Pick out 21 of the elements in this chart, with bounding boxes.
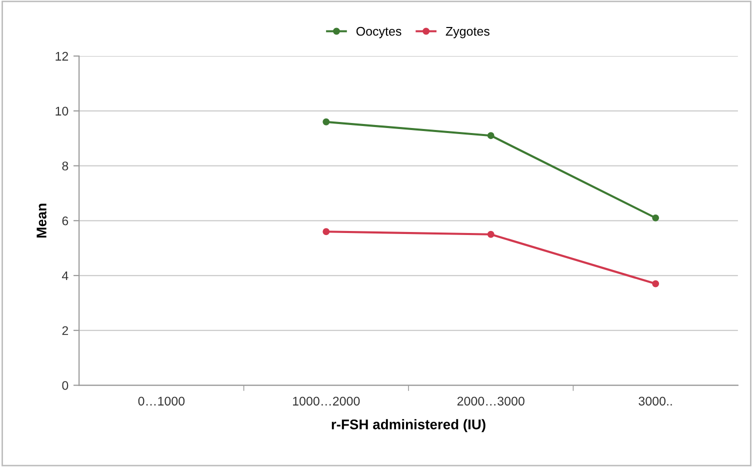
x-tick-label: 3000.. xyxy=(638,396,672,406)
point xyxy=(487,132,494,140)
y-tick-label: 4 xyxy=(62,271,68,280)
point xyxy=(652,280,660,288)
legend-label: Zygotes xyxy=(446,27,490,38)
legend-label: Oocytes xyxy=(356,26,402,38)
y-tick-label: 6 xyxy=(62,216,68,226)
x-axis-title: r-FSH administered (IU) xyxy=(332,419,486,432)
x-tick-label: 1000…2000 xyxy=(293,396,360,406)
y-axis-title: Mean xyxy=(36,204,46,238)
y-tick-label: 0 xyxy=(62,381,68,390)
y-tick-label: 2 xyxy=(62,326,68,335)
point xyxy=(487,230,494,238)
point xyxy=(322,118,330,126)
y-tick-label: 10 xyxy=(56,106,68,116)
point xyxy=(652,214,660,222)
x-tick-label: 2000…3000 xyxy=(457,396,524,406)
point xyxy=(322,228,330,236)
x-tick-label: 0…1000 xyxy=(138,396,185,406)
y-tick-label: 12 xyxy=(56,52,68,61)
y-tick-label: 8 xyxy=(62,162,68,170)
